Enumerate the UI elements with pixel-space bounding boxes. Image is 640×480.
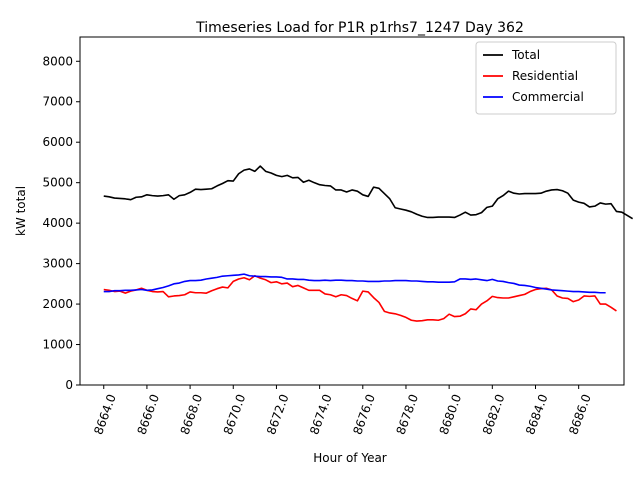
y-tick-label: 3000: [42, 257, 73, 271]
series-line-residential: [103, 274, 617, 322]
y-axis-label: kW total: [14, 186, 28, 236]
chart-title: Timeseries Load for P1R p1rhs7_1247 Day …: [195, 20, 524, 36]
legend-label-commercial: Commercial: [512, 90, 584, 104]
y-tick-label: 7000: [42, 95, 73, 109]
legend-label-total: Total: [511, 48, 540, 62]
series-line-commercial: [103, 273, 606, 294]
legend-box: [475, 41, 617, 115]
plot-lines: [103, 165, 634, 322]
y-tick-label: 4000: [42, 216, 73, 230]
series-line-total: [103, 165, 634, 220]
legend-label-residential: Residential: [512, 69, 578, 83]
y-tick-label: 6000: [42, 135, 73, 149]
y-tick-label: 5000: [42, 176, 73, 190]
plot-frame: [79, 36, 625, 386]
y-tick-label: 8000: [42, 54, 73, 68]
y-axis: 0 1000 2000 3000 4000 5000 6000 7000 8000: [42, 54, 80, 392]
legend: Total Residential Commercial: [475, 41, 617, 115]
y-tick-label: 0: [65, 378, 73, 392]
y-tick-label: 1000: [42, 338, 73, 352]
x-axis-label: Hour of Year: [313, 451, 387, 465]
y-tick-label: 2000: [42, 297, 73, 311]
